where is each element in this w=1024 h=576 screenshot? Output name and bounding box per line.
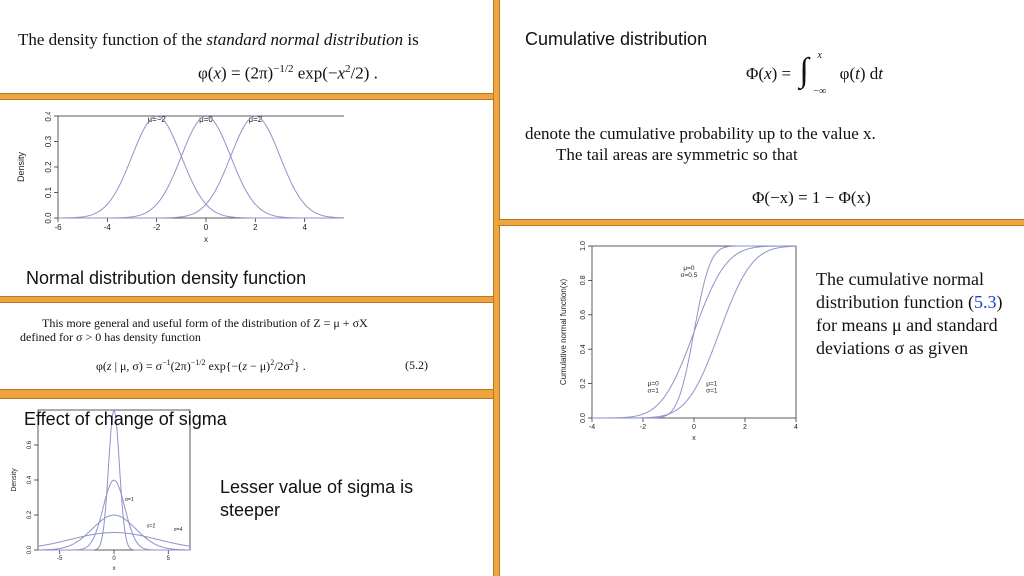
cdf-annotation-text: μ=0 [683, 265, 695, 272]
mu-annotation: μ=2 [248, 115, 262, 124]
cdf-chart: -4 -2 0 2 4 0.0 0.2 0.4 0.6 0.8 1.0 x Cumulative nor… [559, 241, 798, 442]
series-line-2 [592, 245, 796, 419]
equation-reference-link[interactable]: 5.3 [973, 292, 997, 312]
series-line-4 [37, 532, 191, 547]
x-tick-label: -6 [54, 223, 62, 232]
cdf-description-pre: The cumulative normal distribution funct… [816, 269, 984, 312]
sigma-heading: Effect of change of sigma [24, 409, 227, 429]
y-tick-label: 0.0 [44, 212, 53, 224]
cdf-description: The cumulative normal distribution funct… [816, 268, 1016, 360]
y-tick-label: 0.4 [580, 344, 587, 354]
y-tick-label: 0.1 [44, 186, 53, 198]
x-tick-label: 0 [112, 556, 116, 562]
series-line-2 [58, 115, 344, 219]
y-tick-label: 1.0 [580, 241, 587, 251]
x-axis-label: x [113, 566, 116, 572]
cdf-description-post: ) for means μ and standard deviations σ … [816, 292, 1003, 358]
y-tick-label: 0.4 [44, 112, 53, 122]
y-tick-label: 0.2 [27, 510, 33, 519]
sigma-chart: -5 0 5 0.0 0.2 0.4 0.6 x Density σ=1 σ=2 σ=4 [11, 409, 191, 572]
y-tick-label: 0.6 [580, 310, 587, 320]
density-chart: -6-4-202460.00.10.20.30.4xDensityμ=−2μ=0… [16, 112, 344, 244]
y-tick-label: 0.2 [580, 379, 587, 389]
series-line-3 [592, 245, 797, 419]
series-line-3 [38, 514, 190, 551]
y-tick-label: 0.0 [580, 413, 587, 423]
y-axis-label: Density [16, 151, 26, 182]
x-axis-label: x [204, 235, 208, 244]
cdf-annotation-text: σ=0.5 [680, 272, 697, 279]
equation-number: (5.2) [405, 358, 428, 372]
y-tick-label: 0.8 [580, 275, 587, 285]
general-form-line1: This more general and useful form of the… [42, 316, 368, 330]
cdf-annotation: μ=0σ=1 [647, 380, 659, 394]
divider-left-2 [0, 296, 493, 303]
x-tick-label: 4 [794, 424, 798, 431]
y-tick-label: 0.6 [27, 440, 33, 449]
series-line-2 [38, 479, 190, 551]
x-tick-label: 5 [167, 556, 171, 562]
divider-left-1 [0, 93, 493, 100]
sigma-annotation: σ=1 [125, 497, 134, 503]
mu-annotation: μ=−2 [147, 115, 166, 124]
mu-annotation: μ=0 [199, 115, 213, 124]
cdf-annotation: μ=1σ=1 [706, 380, 718, 394]
cumulative-text2: The tail areas are symmetric so that [556, 145, 798, 164]
x-tick-label: 2 [253, 223, 258, 232]
symmetry-equation: Φ(−x) = 1 − Φ(x) [752, 188, 871, 207]
sigma-annotation: σ=2 [147, 523, 156, 529]
cdf-annotation-text: μ=0 [648, 380, 660, 387]
general-form-equation: φ(z | μ, σ) = σ−1(2π)−1/2 exp{−(z − μ)2/… [96, 358, 306, 373]
x-axis-label: x [692, 435, 696, 442]
cdf-annotation-text: σ=1 [647, 387, 659, 394]
y-tick-label: 0.2 [44, 161, 53, 173]
definition-text: The density function of the [18, 30, 203, 49]
sigma-note: Lesser value of sigma is steeper [220, 477, 414, 520]
series-line-1 [57, 115, 344, 219]
x-tick-label: -4 [589, 424, 595, 431]
cdf-annotation-text: μ=1 [706, 380, 718, 387]
x-tick-label: -2 [640, 424, 646, 431]
cdf-annotation: μ=0σ=0.5 [680, 265, 697, 279]
y-tick-label: 0.0 [27, 545, 33, 554]
y-axis-label: Cumulative normal function(x) [559, 279, 568, 386]
y-tick-label: 0.3 [44, 135, 53, 147]
density-definition: The density function of the standard nor… [18, 30, 419, 50]
x-tick-label: 0 [204, 223, 209, 232]
general-form-line2: defined for σ > 0 has density function [20, 330, 201, 344]
x-tick-label: -2 [153, 223, 161, 232]
series-line-3 [58, 115, 344, 219]
vertical-divider [493, 0, 500, 576]
density-caption: Normal distribution density function [26, 268, 307, 288]
density-equation: φ(x) = (2π)−1/2 exp(−x2/2) . [198, 63, 378, 83]
divider-left-3 [0, 389, 493, 399]
definition-end: is [407, 30, 419, 49]
plot-frame [57, 115, 344, 219]
y-tick-label: 0.4 [27, 475, 33, 484]
x-tick-label: 0 [692, 424, 696, 431]
x-tick-label: 4 [302, 223, 307, 232]
x-tick-label: 2 [743, 424, 747, 431]
x-tick-label: -4 [104, 223, 112, 232]
divider-right-1 [498, 219, 1024, 226]
sigma-annotation: σ=4 [174, 527, 183, 533]
definition-italic-term: standard normal distribution [206, 30, 404, 49]
x-tick-label: -5 [57, 556, 63, 562]
cumulative-equation: Φ(x) = ∫ x −∞ φ(t) dt [746, 50, 884, 97]
cdf-annotation-text: σ=1 [706, 387, 718, 394]
cumulative-heading: Cumulative distribution [525, 29, 708, 49]
cumulative-text1: denote the cumulative probability up to … [525, 124, 876, 143]
y-axis-label: Density [11, 468, 18, 492]
